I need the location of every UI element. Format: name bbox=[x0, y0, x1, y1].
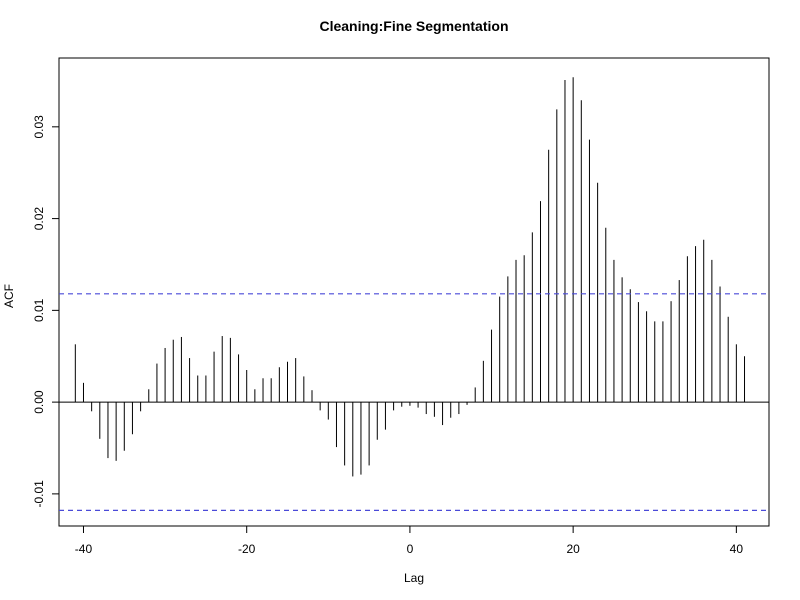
x-tick-label-1: -20 bbox=[238, 542, 256, 556]
y-axis-label: ACF bbox=[2, 284, 16, 308]
y-tick-label-3: 0.02 bbox=[32, 207, 46, 231]
plot-frame bbox=[58, 57, 770, 527]
y-tick-label-0: -0.01 bbox=[32, 480, 46, 508]
x-tick-label-4: 40 bbox=[730, 542, 744, 556]
y-tick-label-2: 0.01 bbox=[32, 298, 46, 322]
y-tick-label-1: 0.00 bbox=[32, 390, 46, 414]
x-tick-label-2: 0 bbox=[407, 542, 414, 556]
x-tick-label-3: 20 bbox=[566, 542, 580, 556]
plot-area: -40 -20 0 20 40 -0.01 0.00 0.01 0.02 0.03 bbox=[32, 57, 770, 556]
x-axis-label: Lag bbox=[404, 571, 424, 585]
y-tick-label-4: 0.03 bbox=[32, 115, 46, 139]
chart-title: Cleaning:Fine Segmentation bbox=[319, 18, 508, 34]
x-tick-label-0: -40 bbox=[75, 542, 93, 556]
